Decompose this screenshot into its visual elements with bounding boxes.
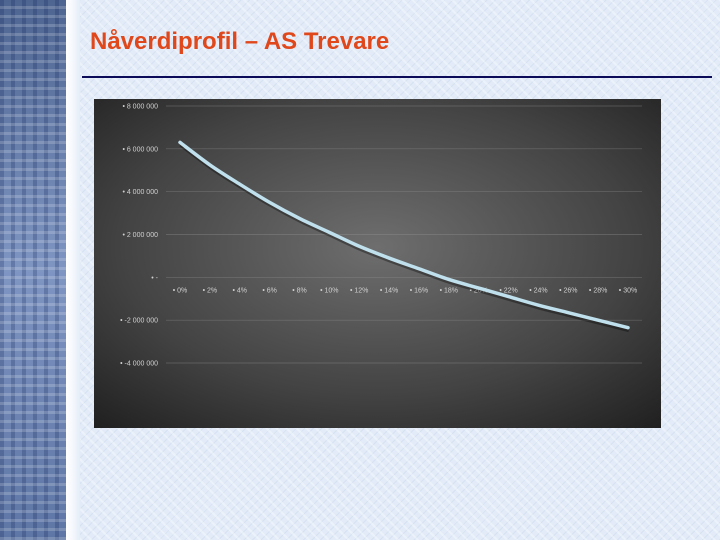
y-tick-label: • 4 000 000 [122, 189, 158, 196]
chart-background [94, 99, 661, 428]
x-tick-label: • 28% [589, 287, 607, 294]
y-tick-label: • 6 000 000 [122, 146, 158, 153]
x-tick-label: • 18% [440, 287, 458, 294]
side-strip [0, 0, 66, 540]
x-tick-label: • 26% [559, 287, 577, 294]
y-tick-label: • -2 000 000 [120, 318, 158, 325]
x-tick-label: • 16% [410, 287, 428, 294]
x-tick-label: • 6% [262, 287, 277, 294]
y-tick-label: • -4 000 000 [120, 361, 158, 368]
x-tick-label: • 0% [173, 287, 188, 294]
y-tick-label: • - [151, 275, 158, 282]
series-line [178, 140, 630, 330]
x-tick-label: • 30% [619, 287, 637, 294]
y-axis-tick-labels: • 8 000 000 • 6 000 000 • 4 000 000 • 2 000… [120, 104, 159, 368]
x-tick-label: • 24% [529, 287, 547, 294]
npv-profile-chart: • 8 000 000 • 6 000 000 • 4 000 000 • 2 000… [94, 99, 661, 428]
x-tick-label: • 10% [320, 287, 338, 294]
chart-canvas: • 8 000 000 • 6 000 000 • 4 000 000 • 2 000… [94, 99, 661, 428]
y-tick-label: • 2 000 000 [122, 232, 158, 239]
x-tick-label: • 20% [469, 287, 487, 294]
slide-title: Nåverdiprofil – AS Trevare [90, 28, 390, 55]
x-tick-label: • 12% [350, 287, 368, 294]
title-underline [82, 76, 712, 78]
x-tick-label: • 22% [499, 287, 517, 294]
x-tick-label: • 8% [292, 287, 307, 294]
series-layer [178, 140, 630, 333]
gridlines [166, 105, 642, 364]
x-axis-tick-labels: • 0% • 2% • 4% • 6% • 8% • 10% • 12% • 14% • 16%… [173, 287, 637, 294]
side-strip-edge [66, 0, 80, 540]
y-tick-label: • 8 000 000 [122, 104, 158, 111]
x-tick-label: • 2% [203, 287, 218, 294]
x-tick-label: • 4% [232, 287, 247, 294]
x-tick-label: • 14% [380, 287, 398, 294]
